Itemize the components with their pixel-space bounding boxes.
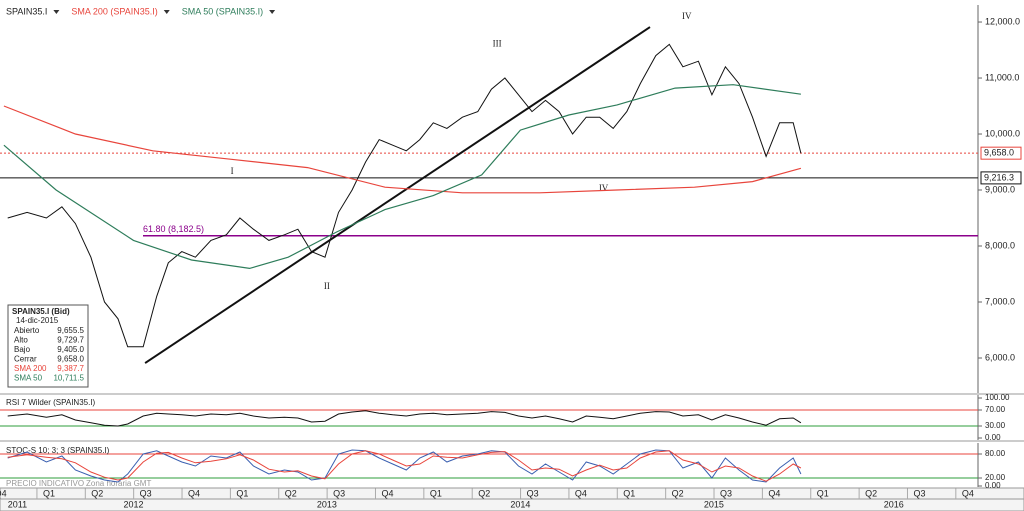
legend-entry: SPAIN35.I xyxy=(6,6,47,16)
y-tick-label: 10,000.0 xyxy=(985,128,1020,138)
x-tick-label: Q4 xyxy=(381,488,393,498)
year-label: 2016 xyxy=(884,499,904,509)
wave-label: IV xyxy=(682,11,692,21)
x-tick-label: Q3 xyxy=(140,488,152,498)
info-label: SMA 50 xyxy=(14,374,43,383)
x-tick-label: Q2 xyxy=(285,488,297,498)
info-label: Bajo xyxy=(14,345,31,354)
x-tick-label: Q4 xyxy=(962,488,974,498)
x-tick-label: Q1 xyxy=(430,488,442,498)
info-title: SPAIN35.I (Bid) xyxy=(12,307,70,316)
y-tick-label: 70.00 xyxy=(985,405,1006,414)
series-line xyxy=(7,449,802,483)
wave-label: IV xyxy=(599,183,609,193)
info-box-frame xyxy=(7,304,89,388)
indicator-title: STOC-S 10; 3; 3 (SPAIN35.I) xyxy=(6,446,110,455)
y-tick-label: 7,000.0 xyxy=(985,296,1015,306)
info-label: SMA 200 xyxy=(14,364,47,373)
info-value: 9,655.5 xyxy=(57,326,84,335)
price-label: 9,216.3 xyxy=(984,172,1014,182)
x-tick-label: Q1 xyxy=(236,488,248,498)
x-tick-label: Q3 xyxy=(333,488,345,498)
info-value: 9,658.0 xyxy=(57,355,84,364)
info-label: Cerrar xyxy=(14,355,37,364)
year-label: 2014 xyxy=(510,499,530,509)
legend-entry: SMA 50 (SPAIN35.I) xyxy=(182,6,263,16)
y-tick-label: 100.00 xyxy=(985,393,1010,402)
legend-dropdown[interactable] xyxy=(163,10,170,14)
x-tick-label: Q2 xyxy=(478,488,490,498)
series-line xyxy=(7,450,802,482)
price-box xyxy=(980,146,1022,160)
x-tick-label: Q2 xyxy=(91,488,103,498)
info-value: 9,729.7 xyxy=(57,336,84,345)
price-label: 9,658.0 xyxy=(984,148,1014,158)
legend-dropdown[interactable] xyxy=(53,10,60,14)
info-date: 14-dic-2015 xyxy=(16,316,59,325)
info-label: Alto xyxy=(14,336,28,345)
fib-label: 61.80 (8,182.5) xyxy=(143,224,204,234)
info-value: 10,711.5 xyxy=(53,374,84,383)
trend-line xyxy=(144,26,651,364)
year-label: 2015 xyxy=(704,499,724,509)
x-tick-label: Q3 xyxy=(720,488,732,498)
wave-label: II xyxy=(324,281,330,291)
series-line xyxy=(7,410,802,427)
x-tick-label: Q4 xyxy=(0,488,7,498)
x-tick-label: Q1 xyxy=(623,488,635,498)
series-line xyxy=(3,84,801,270)
indicator-title: RSI 7 Wilder (SPAIN35.I) xyxy=(6,398,96,407)
legend-entry: SMA 200 (SPAIN35.I) xyxy=(71,6,157,16)
x-tick-label: Q1 xyxy=(817,488,829,498)
y-tick-label: 8,000.0 xyxy=(985,240,1015,250)
x-tick-label: Q3 xyxy=(913,488,925,498)
info-label: Abierto xyxy=(14,326,40,335)
price-box xyxy=(980,171,1022,185)
year-label: 2011 xyxy=(8,499,27,509)
y-tick-label: 9,000.0 xyxy=(985,184,1015,194)
x-tick-label: Q4 xyxy=(768,488,780,498)
y-tick-label: 0.00 xyxy=(985,481,1001,490)
x-tick-label: Q4 xyxy=(188,488,200,498)
x-tick-label: Q1 xyxy=(43,488,55,498)
footer-note: Zona horaria GMT xyxy=(86,479,151,488)
y-tick-label: 12,000.0 xyxy=(985,16,1020,26)
year-label: 2012 xyxy=(123,499,143,509)
x-tick-label: Q2 xyxy=(672,488,684,498)
y-tick-label: 0.00 xyxy=(985,433,1001,442)
series-line xyxy=(3,105,802,194)
x-tick-label: Q3 xyxy=(527,488,539,498)
x-tick-label: Q2 xyxy=(865,488,877,498)
wave-label: I xyxy=(231,166,234,176)
legend-dropdown[interactable] xyxy=(269,10,276,14)
y-tick-label: 80.00 xyxy=(985,449,1006,458)
series-line xyxy=(7,43,802,348)
y-tick-label: 20.00 xyxy=(985,473,1006,482)
footer-note: PRECIO INDICATIVO xyxy=(6,479,84,488)
wave-label: III xyxy=(493,38,502,48)
x-tick-label: Q4 xyxy=(575,488,587,498)
info-value: 9,405.0 xyxy=(57,345,84,354)
y-tick-label: 6,000.0 xyxy=(985,352,1015,362)
y-tick-label: 30.00 xyxy=(985,421,1006,430)
info-value: 9,387.7 xyxy=(57,364,84,373)
year-label: 2013 xyxy=(317,499,337,509)
y-tick-label: 11,000.0 xyxy=(985,72,1019,82)
